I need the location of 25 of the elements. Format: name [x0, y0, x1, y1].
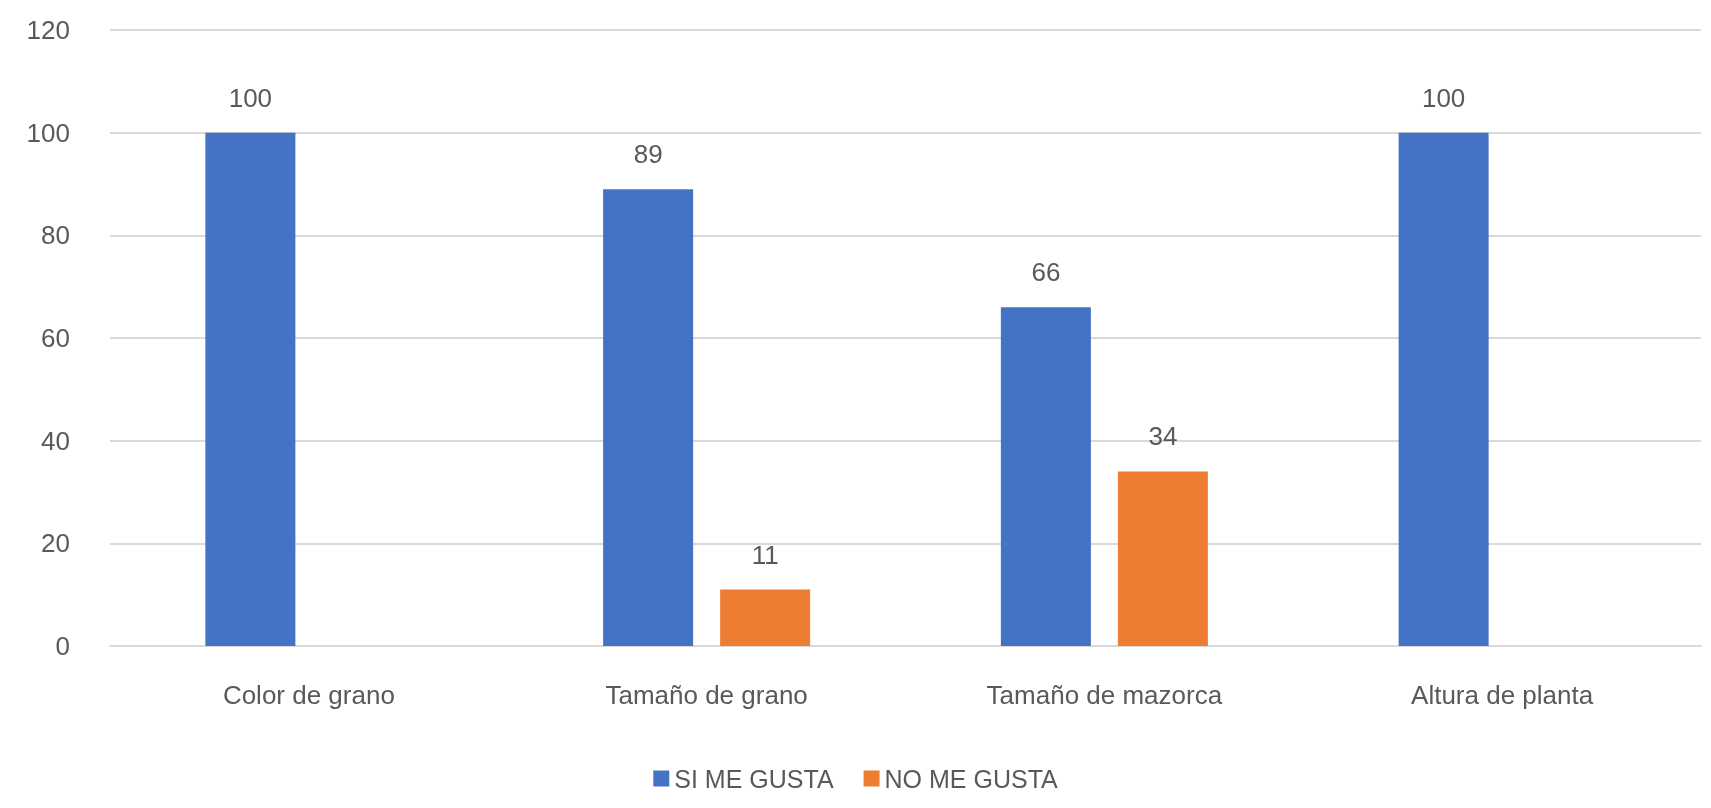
- data-label: 89: [633, 139, 663, 170]
- y-tick-label: 80: [41, 220, 70, 251]
- x-tick-label: Altura de planta: [1411, 680, 1594, 710]
- x-tick-label: Tamaño de grano: [605, 680, 808, 710]
- data-label: 34: [1148, 421, 1178, 452]
- bar: [603, 189, 694, 646]
- bar: [1000, 307, 1091, 646]
- data-label: 11: [751, 539, 779, 570]
- bar: [1398, 132, 1489, 646]
- y-tick-label: 0: [55, 631, 70, 661]
- bar: [720, 589, 811, 646]
- y-tick-label: 20: [41, 528, 70, 559]
- data-label: 100: [1421, 82, 1466, 113]
- y-tick-label: 60: [41, 323, 70, 353]
- legend-label: SI ME GUSTA: [674, 764, 834, 793]
- x-tick-label: Tamaño de mazorca: [986, 680, 1223, 710]
- y-tick-label: 100: [26, 117, 70, 148]
- x-tick-label: Color de grano: [222, 680, 395, 710]
- bar: [1117, 471, 1208, 646]
- y-tick-label: 120: [26, 15, 70, 45]
- legend-label: NO ME GUSTA: [884, 764, 1059, 793]
- data-label: 66: [1031, 257, 1061, 288]
- y-tick-label: 40: [41, 425, 70, 456]
- data-label: 100: [228, 82, 273, 113]
- bar: [205, 132, 296, 646]
